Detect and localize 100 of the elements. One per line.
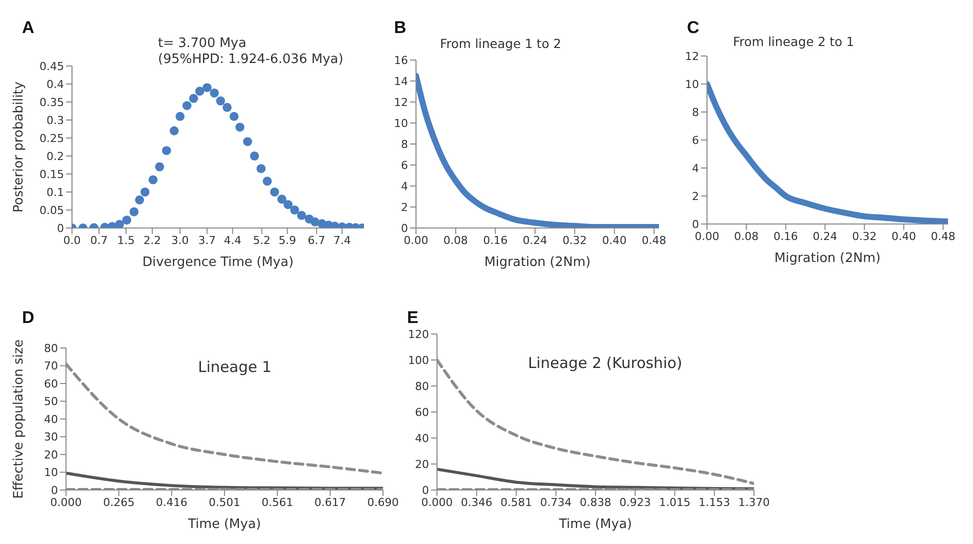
x-tick-label: 0.32 bbox=[852, 230, 877, 243]
y-tick-label: 40 bbox=[415, 432, 429, 445]
point bbox=[162, 146, 172, 156]
point bbox=[262, 176, 272, 186]
point bbox=[170, 126, 179, 136]
x-tick-label: 0.00 bbox=[404, 234, 428, 247]
y-tick-label: 120 bbox=[408, 328, 429, 341]
chart-title: A bbox=[22, 18, 34, 38]
y-tick-label: 80 bbox=[44, 342, 58, 355]
x-tick-label: 0.24 bbox=[812, 230, 838, 243]
point bbox=[135, 195, 144, 204]
y-tick-label: 4 bbox=[692, 162, 699, 175]
y-tick-label: 0.15 bbox=[40, 168, 64, 181]
point bbox=[290, 205, 300, 215]
y-axis-title: Effective population size bbox=[12, 339, 27, 499]
point bbox=[122, 216, 132, 225]
point bbox=[210, 88, 219, 98]
x-tick-label: 0.838 bbox=[580, 496, 612, 509]
y-tick-label: 6 bbox=[692, 134, 699, 147]
y-tick-label: 0.05 bbox=[40, 204, 64, 217]
y-tick-label: 20 bbox=[44, 448, 58, 462]
y-tick-label: 70 bbox=[44, 360, 58, 373]
y-axis-title: Posterior probability bbox=[12, 81, 27, 212]
x-tick-label: 0.40 bbox=[602, 234, 627, 247]
x-tick-label: 0.16 bbox=[483, 234, 508, 247]
x-tick-label: 3.7 bbox=[198, 234, 216, 247]
x-axis-title: Migration (2Nm) bbox=[484, 255, 591, 270]
x-tick-label: 1.370 bbox=[738, 496, 770, 509]
x-tick-label: 0.24 bbox=[522, 234, 548, 247]
x-tick-label: 0.617 bbox=[314, 496, 346, 509]
x-tick-label: 0.08 bbox=[443, 234, 468, 247]
x-tick-label: 0.501 bbox=[208, 496, 240, 509]
y-tick-label: 12 bbox=[685, 50, 699, 63]
x-tick-label: 2.2 bbox=[144, 234, 162, 247]
x-tick-label: 0.32 bbox=[562, 234, 587, 247]
y-tick-label: 8 bbox=[692, 106, 699, 119]
y-tick-label: 100 bbox=[408, 354, 429, 367]
x-tick-label: 0.923 bbox=[619, 496, 651, 509]
point bbox=[148, 175, 158, 184]
point bbox=[277, 194, 286, 204]
x-tick-label: 0.48 bbox=[930, 230, 956, 243]
text: t= 3.700 Mya bbox=[158, 36, 246, 51]
chart-title: B bbox=[394, 18, 406, 38]
point bbox=[176, 112, 185, 121]
x-tick-label: 0.16 bbox=[773, 230, 798, 243]
point bbox=[270, 187, 280, 197]
annotation: Lineage 2 (Kuroshio) bbox=[528, 354, 682, 372]
x-tick-label: 3.0 bbox=[171, 234, 189, 247]
x-tick-label: 0.000 bbox=[50, 496, 82, 509]
x-tick-label: 0.0 bbox=[63, 234, 81, 247]
y-tick-label: 0.1 bbox=[46, 186, 64, 199]
y-tick-label: 0.2 bbox=[46, 150, 64, 163]
point bbox=[195, 86, 204, 96]
point bbox=[155, 162, 164, 172]
chart-subtitle: From lineage 2 to 1 bbox=[733, 34, 854, 49]
point bbox=[130, 207, 139, 216]
point bbox=[243, 137, 252, 146]
y-tick-label: 10 bbox=[44, 466, 58, 480]
x-tick-label: 0.581 bbox=[500, 496, 532, 509]
y-tick-label: 0.4 bbox=[46, 78, 64, 91]
y-tick-label: 40 bbox=[44, 412, 58, 426]
y-tick-label: 0 bbox=[51, 484, 58, 497]
x-tick-label: 0.00 bbox=[694, 230, 720, 243]
x-tick-label: 0.265 bbox=[103, 496, 135, 509]
y-tick-label: 30 bbox=[44, 430, 58, 444]
chart-title: D bbox=[22, 308, 34, 328]
x-tick-label: 0.690 bbox=[367, 496, 399, 509]
y-tick-label: 0.45 bbox=[40, 60, 64, 73]
y-tick-label: 0 bbox=[401, 222, 408, 235]
point bbox=[140, 187, 150, 197]
annotation: (95%HPD: 1.924-6.036 Mya) bbox=[158, 52, 344, 67]
point bbox=[284, 200, 293, 210]
x-axis-title: Time (Mya) bbox=[187, 517, 261, 532]
x-tick-label: 1.5 bbox=[117, 234, 135, 247]
point bbox=[202, 83, 212, 92]
y-tick-label: 0 bbox=[57, 222, 64, 235]
y-tick-label: 0.35 bbox=[40, 96, 64, 109]
point bbox=[189, 94, 198, 103]
y-tick-label: 16 bbox=[394, 54, 408, 67]
y-tick-label: 80 bbox=[415, 380, 429, 393]
y-tick-label: 4 bbox=[401, 180, 408, 193]
y-tick-label: 10 bbox=[394, 116, 408, 130]
y-tick-label: 0 bbox=[692, 218, 699, 231]
x-tick-label: 0.48 bbox=[642, 234, 666, 247]
x-tick-label: 0.40 bbox=[891, 230, 916, 243]
point bbox=[235, 122, 244, 132]
x-tick-label: 7.4 bbox=[333, 234, 351, 247]
y-tick-label: 6 bbox=[401, 158, 408, 172]
x-axis-title: Time (Mya) bbox=[558, 517, 632, 532]
y-tick-label: 8 bbox=[401, 138, 408, 151]
x-tick-label: 5.2 bbox=[253, 234, 271, 247]
point bbox=[297, 210, 306, 220]
y-tick-label: 60 bbox=[44, 377, 58, 390]
annotation: Lineage 1 bbox=[198, 358, 272, 376]
y-tick-label: 0.3 bbox=[46, 114, 64, 127]
point bbox=[222, 102, 232, 112]
point bbox=[230, 112, 239, 121]
chart-title: C bbox=[687, 18, 700, 38]
x-tick-label: 1.015 bbox=[659, 496, 690, 509]
y-tick-label: 12 bbox=[394, 96, 408, 109]
